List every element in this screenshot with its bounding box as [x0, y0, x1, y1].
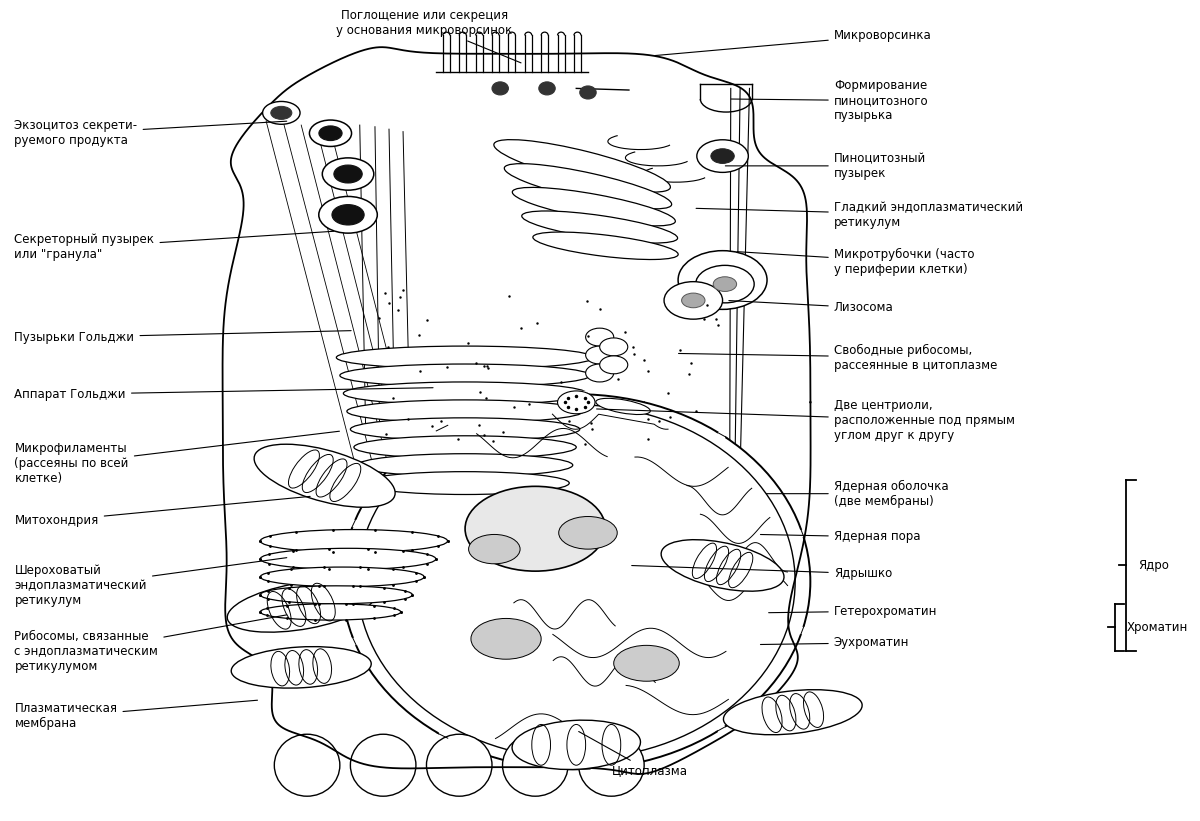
Ellipse shape — [260, 603, 401, 620]
Text: Митохондрия: Митохондрия — [14, 497, 310, 527]
Ellipse shape — [586, 328, 613, 346]
Ellipse shape — [361, 471, 569, 494]
Ellipse shape — [354, 436, 576, 459]
Ellipse shape — [260, 586, 413, 603]
Ellipse shape — [600, 338, 628, 355]
Text: Микроворсинка: Микроворсинка — [655, 29, 931, 56]
Ellipse shape — [232, 647, 371, 688]
Ellipse shape — [310, 120, 352, 146]
Text: Пузырьки Гольджи: Пузырьки Гольджи — [14, 331, 352, 344]
Ellipse shape — [613, 645, 679, 681]
Ellipse shape — [334, 165, 362, 183]
Ellipse shape — [271, 107, 292, 119]
Text: Гладкий эндоплазматический
ретикулум: Гладкий эндоплазматический ретикулум — [696, 201, 1022, 229]
Ellipse shape — [682, 293, 706, 308]
Ellipse shape — [559, 516, 617, 549]
Ellipse shape — [724, 690, 862, 735]
Ellipse shape — [332, 204, 364, 225]
Text: Формирование
пиноцитозного
пузырька: Формирование пиноцитозного пузырька — [731, 79, 929, 122]
Ellipse shape — [347, 400, 583, 423]
Ellipse shape — [468, 534, 520, 564]
Text: Лизосома: Лизосома — [728, 300, 894, 314]
Ellipse shape — [522, 211, 678, 243]
Ellipse shape — [586, 346, 613, 364]
Text: Ядро: Ядро — [1138, 559, 1169, 572]
Ellipse shape — [227, 580, 376, 632]
Ellipse shape — [533, 232, 678, 259]
Text: Поглощение или секреция
у основания микроворсинок: Поглощение или секреция у основания микр… — [336, 9, 521, 63]
Text: Гетерохроматин: Гетерохроматин — [769, 604, 937, 617]
Ellipse shape — [600, 355, 628, 374]
Ellipse shape — [342, 394, 810, 769]
Ellipse shape — [512, 187, 676, 226]
Ellipse shape — [596, 398, 650, 415]
Ellipse shape — [586, 364, 613, 382]
Text: Ядерная оболочка
(две мембраны): Ядерная оболочка (две мембраны) — [767, 479, 948, 507]
Ellipse shape — [494, 140, 671, 192]
Text: Микрофиламенты
(рассеяны по всей
клетке): Микрофиламенты (рассеяны по всей клетке) — [14, 431, 340, 485]
Text: Шероховатый
эндоплазматический
ретикулум: Шероховатый эндоплазматический ретикулум — [14, 557, 287, 608]
Ellipse shape — [343, 382, 587, 405]
Ellipse shape — [275, 734, 340, 796]
Ellipse shape — [466, 486, 606, 571]
Text: Пиноцитозный
пузырек: Пиноцитозный пузырек — [725, 152, 926, 180]
Ellipse shape — [697, 140, 749, 172]
Text: Плазматическая
мембрана: Плазматическая мембрана — [14, 700, 258, 731]
Ellipse shape — [558, 391, 595, 414]
Ellipse shape — [470, 618, 541, 659]
Ellipse shape — [580, 86, 596, 99]
Text: Аппарат Гольджи: Аппарат Гольджи — [14, 388, 433, 401]
Ellipse shape — [664, 282, 722, 319]
Ellipse shape — [319, 126, 342, 140]
Text: Секреторный пузырек
или "гранула": Секреторный пузырек или "гранула" — [14, 232, 334, 261]
Ellipse shape — [578, 734, 644, 796]
Ellipse shape — [358, 454, 572, 476]
Ellipse shape — [539, 82, 556, 95]
Text: Хроматин: Хроматин — [1127, 621, 1188, 634]
Ellipse shape — [350, 734, 416, 796]
Ellipse shape — [504, 163, 672, 209]
Text: Микротрубочки (часто
у периферии клетки): Микротрубочки (часто у периферии клетки) — [737, 248, 974, 276]
Ellipse shape — [254, 444, 395, 507]
Ellipse shape — [340, 364, 590, 387]
Ellipse shape — [661, 539, 784, 591]
Ellipse shape — [319, 196, 377, 233]
Ellipse shape — [350, 418, 580, 441]
Ellipse shape — [503, 734, 568, 796]
Text: Ядрышко: Ядрышко — [631, 566, 892, 580]
Text: Эухроматин: Эухроматин — [761, 636, 910, 649]
Ellipse shape — [260, 548, 436, 570]
Ellipse shape — [336, 346, 594, 369]
Text: Рибосомы, связанные
с эндоплазматическим
ретикулумом: Рибосомы, связанные с эндоплазматическим… — [14, 615, 287, 672]
Ellipse shape — [696, 265, 754, 303]
Ellipse shape — [512, 720, 641, 769]
Text: Две центриоли,
расположенные под прямым
углом друг к другу: Две центриоли, расположенные под прямым … — [596, 399, 1015, 442]
Text: Ядерная пора: Ядерная пора — [761, 530, 920, 544]
Text: Экзоцитоз секрети-
руемого продукта: Экзоцитоз секрети- руемого продукта — [14, 119, 287, 147]
Ellipse shape — [678, 250, 767, 310]
Text: Свободные рибосомы,
рассеянные в цитоплазме: Свободные рибосомы, рассеянные в цитопла… — [678, 343, 997, 372]
Ellipse shape — [263, 102, 300, 124]
Ellipse shape — [426, 734, 492, 796]
Ellipse shape — [260, 567, 424, 587]
Ellipse shape — [713, 277, 737, 291]
Ellipse shape — [710, 149, 734, 163]
Ellipse shape — [260, 530, 448, 553]
Ellipse shape — [492, 82, 509, 95]
Ellipse shape — [323, 158, 373, 190]
Text: Цитоплазма: Цитоплазма — [578, 732, 688, 777]
